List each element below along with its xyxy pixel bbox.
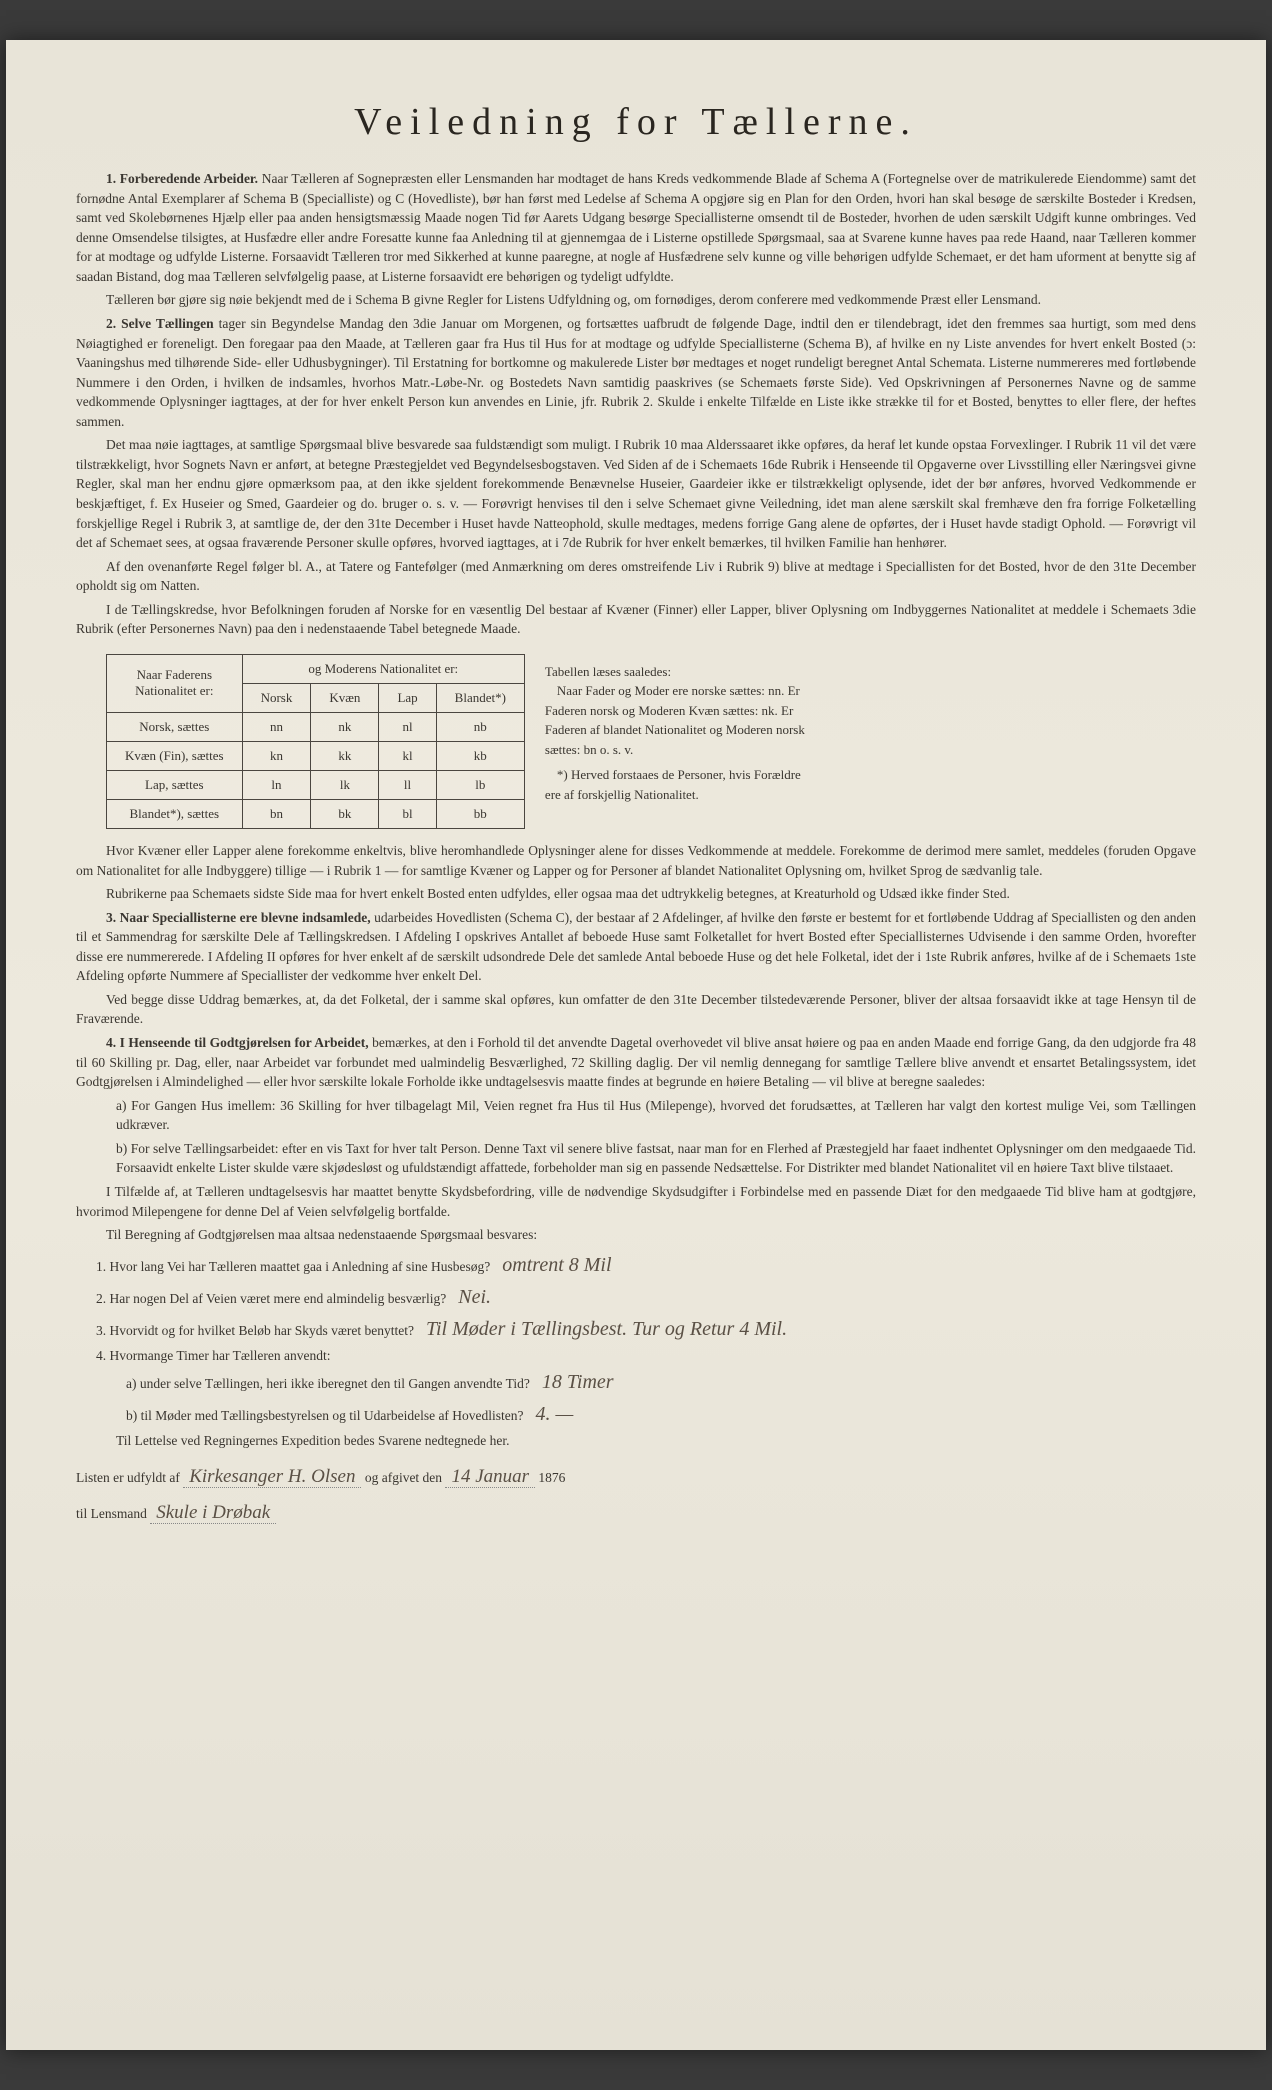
section-2-head: 2. Selve Tællingen	[106, 316, 214, 331]
section-2-p4: I de Tællingskredse, hvor Befolkningen f…	[76, 600, 1196, 639]
cell: kn	[242, 741, 311, 770]
top-header: og Moderens Nationalitet er:	[242, 654, 524, 683]
nationality-table-block: Naar Faderens Nationalitet er: og Modere…	[106, 654, 1196, 829]
cell: kb	[436, 741, 524, 770]
sig-year: 1876	[538, 1470, 565, 1485]
page-title: Veiledning for Tællerne.	[76, 100, 1196, 144]
question-1: 1. Hvor lang Vei har Tælleren maattet ga…	[96, 1249, 1196, 1281]
q3-answer: Til Møder i Tællingsbest. Tur og Retur 4…	[426, 1313, 787, 1345]
section-2-p1: 2. Selve Tællingen tager sin Begyndelse …	[76, 314, 1196, 431]
side-note: *) Herved forstaaes de Personer, hvis Fo…	[545, 765, 805, 804]
section-3-head: 3. Naar Speciallisterne ere blevne indsa…	[106, 910, 371, 925]
questions-note: Til Lettelse ved Regningernes Expedition…	[96, 1430, 1196, 1452]
cell: ll	[379, 770, 436, 799]
cell: bl	[379, 799, 436, 828]
q4b-answer: 4. —	[536, 1398, 574, 1430]
section-4-head: 4. I Henseende til Godtgjørelsen for Arb…	[106, 1035, 369, 1050]
cell: bb	[436, 799, 524, 828]
cell: kl	[379, 741, 436, 770]
section-2-p3: Af den ovenanførte Regel følger bl. A., …	[76, 557, 1196, 596]
table-side-text: Tabellen læses saaledes: Naar Fader og M…	[545, 654, 805, 805]
table-header-row: Naar Faderens Nationalitet er: og Modere…	[107, 654, 525, 683]
question-4b: b) til Møder med Tællingsbestyrelsen og …	[126, 1398, 1196, 1430]
row-label: Norsk, sættes	[107, 712, 243, 741]
q2-text: 2. Har nogen Del af Veien været mere end…	[96, 1288, 446, 1310]
section-2-p2: Det maa nøie iagttages, at samtlige Spør…	[76, 435, 1196, 552]
cell: ln	[242, 770, 311, 799]
after-table-p2: Rubrikerne paa Schemaets sidste Side maa…	[76, 884, 1196, 904]
table-row: Blandet*), sættes bn bk bl bb	[107, 799, 525, 828]
sig-prefix: Listen er udfyldt af	[76, 1470, 180, 1485]
section-4-p1: 4. I Henseende til Godtgjørelsen for Arb…	[76, 1033, 1196, 1092]
row-label: Lap, sættes	[107, 770, 243, 799]
q2-answer: Nei.	[458, 1281, 491, 1313]
section-3-p1: 3. Naar Speciallisterne ere blevne indsa…	[76, 908, 1196, 986]
q4a-answer: 18 Timer	[542, 1366, 614, 1398]
cell: bn	[242, 799, 311, 828]
signature-line-2: til Lensmand Skule i Drøbak	[76, 1502, 1196, 1524]
section-1-p1: 1. Forberedende Arbeider. Naar Tælleren …	[76, 169, 1196, 286]
side-head: Tabellen læses saaledes:	[545, 662, 805, 682]
questions-block: 1. Hvor lang Vei har Tælleren maattet ga…	[96, 1249, 1196, 1452]
document-page: Veiledning for Tællerne. 1. Forberedende…	[6, 40, 1266, 2050]
nationality-table: Naar Faderens Nationalitet er: og Modere…	[106, 654, 525, 829]
cell: lb	[436, 770, 524, 799]
sig-mid: og afgivet den	[365, 1470, 442, 1485]
section-2-text: tager sin Begyndelse Mandag den 3die Jan…	[76, 316, 1196, 429]
q1-text: 1. Hvor lang Vei har Tælleren maattet ga…	[96, 1256, 490, 1278]
sig-date: 14 Januar	[445, 1466, 535, 1488]
section-4-p3: Til Beregning af Godtgjørelsen maa altsa…	[76, 1225, 1196, 1245]
section-4-b: b) For selve Tællingsarbeidet: efter en …	[116, 1139, 1196, 1178]
section-1-p2: Tælleren bør gjøre sig nøie bekjendt med…	[76, 290, 1196, 310]
question-4a: a) under selve Tællingen, heri ikke iber…	[126, 1366, 1196, 1398]
left-head-2: Nationalitet er:	[135, 683, 213, 698]
q4b-text: b) til Møder med Tællingsbestyrelsen og …	[126, 1405, 524, 1427]
question-4: 4. Hvormange Timer har Tælleren anvendt:	[96, 1345, 1196, 1367]
table-row: Lap, sættes ln lk ll lb	[107, 770, 525, 799]
table-row: Norsk, sættes nn nk nl nb	[107, 712, 525, 741]
left-header: Naar Faderens Nationalitet er:	[107, 654, 243, 712]
section-4-a: a) For Gangen Hus imellem: 36 Skilling f…	[116, 1096, 1196, 1135]
section-1-text: Naar Tælleren af Sognepræsten eller Lens…	[76, 171, 1196, 284]
after-table-p1: Hvor Kvæner eller Lapper alene forekomme…	[76, 841, 1196, 880]
cell: nn	[242, 712, 311, 741]
cell: kk	[311, 741, 379, 770]
cell: lk	[311, 770, 379, 799]
q3-text: 3. Hvorvidt og for hvilket Beløb har Sky…	[96, 1320, 414, 1342]
question-3: 3. Hvorvidt og for hvilket Beløb har Sky…	[96, 1313, 1196, 1345]
section-1-head: 1. Forberedende Arbeider.	[106, 171, 258, 186]
row-label: Blandet*), sættes	[107, 799, 243, 828]
signature-line-1: Listen er udfyldt af Kirkesanger H. Olse…	[76, 1466, 1196, 1488]
row-label: Kvæn (Fin), sættes	[107, 741, 243, 770]
table-row: Kvæn (Fin), sættes kn kk kl kb	[107, 741, 525, 770]
sig-name: Kirkesanger H. Olsen	[183, 1466, 361, 1488]
q4a-text: a) under selve Tællingen, heri ikke iber…	[126, 1373, 530, 1395]
cell: nk	[311, 712, 379, 741]
col-1: Kvæn	[311, 683, 379, 712]
question-2: 2. Har nogen Del af Veien været mere end…	[96, 1281, 1196, 1313]
cell: nl	[379, 712, 436, 741]
section-4-p2: I Tilfælde af, at Tælleren undtagelsesvi…	[76, 1182, 1196, 1221]
sig-lensmand: Skule i Drøbak	[150, 1502, 276, 1524]
cell: bk	[311, 799, 379, 828]
col-0: Norsk	[242, 683, 311, 712]
q1-answer: omtrent 8 Mil	[502, 1249, 611, 1281]
col-3: Blandet*)	[436, 683, 524, 712]
cell: nb	[436, 712, 524, 741]
section-3-p2: Ved begge disse Uddrag bemærkes, at, da …	[76, 990, 1196, 1029]
sig-to: til Lensmand	[76, 1506, 147, 1521]
side-body: Naar Fader og Moder ere norske sættes: n…	[545, 681, 805, 759]
col-2: Lap	[379, 683, 436, 712]
left-head-1: Naar Faderens	[137, 667, 212, 682]
